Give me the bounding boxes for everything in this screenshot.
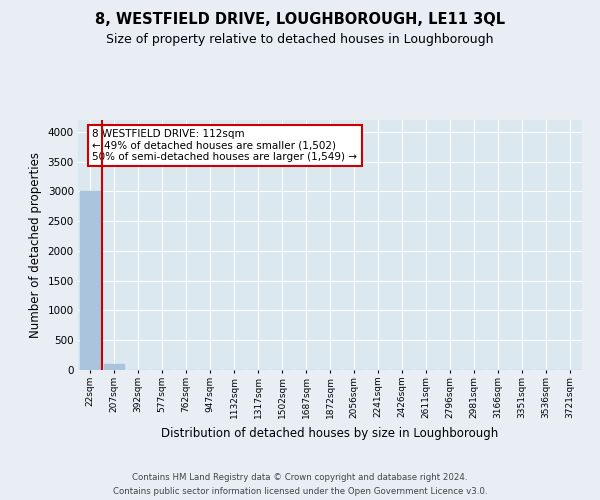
- Text: Distribution of detached houses by size in Loughborough: Distribution of detached houses by size …: [161, 428, 499, 440]
- Bar: [80, 192, 100, 370]
- Text: Contains public sector information licensed under the Open Government Licence v3: Contains public sector information licen…: [113, 488, 487, 496]
- Text: 8, WESTFIELD DRIVE, LOUGHBOROUGH, LE11 3QL: 8, WESTFIELD DRIVE, LOUGHBOROUGH, LE11 3…: [95, 12, 505, 28]
- Text: Size of property relative to detached houses in Loughborough: Size of property relative to detached ho…: [106, 32, 494, 46]
- Text: Contains HM Land Registry data © Crown copyright and database right 2024.: Contains HM Land Registry data © Crown c…: [132, 472, 468, 482]
- Bar: [104, 364, 124, 370]
- Y-axis label: Number of detached properties: Number of detached properties: [29, 152, 42, 338]
- Text: 8 WESTFIELD DRIVE: 112sqm
← 49% of detached houses are smaller (1,502)
50% of se: 8 WESTFIELD DRIVE: 112sqm ← 49% of detac…: [92, 129, 358, 162]
